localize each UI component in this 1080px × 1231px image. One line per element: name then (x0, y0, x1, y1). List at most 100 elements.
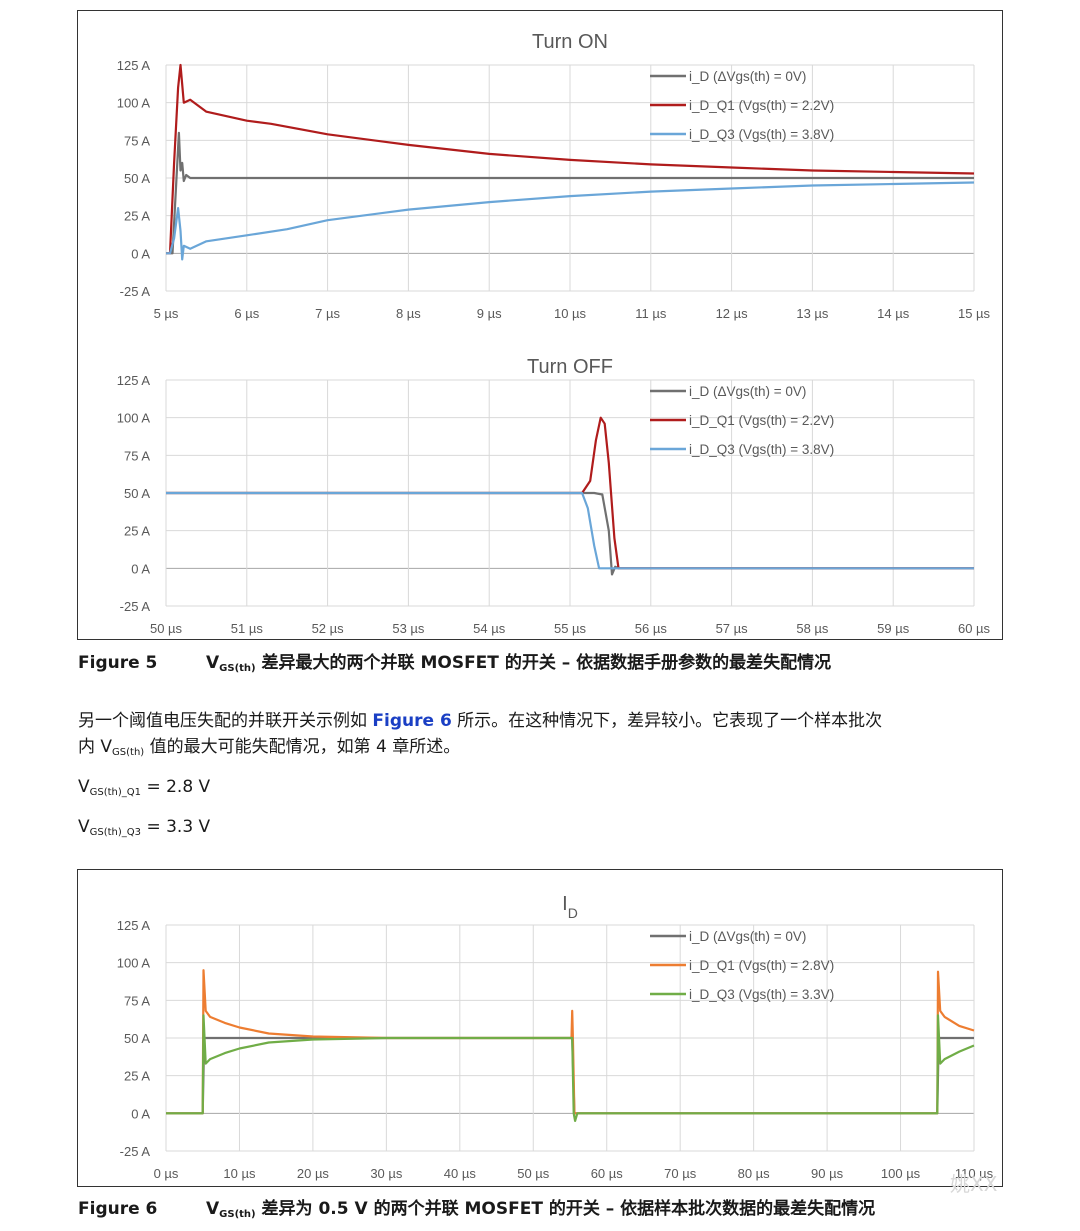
figure5-caption-text: 差异最大的两个并联 MOSFET 的开关 – 依据数据手册参数的最差失配情况 (255, 653, 832, 673)
x-tick-label: 80 µs (738, 1166, 771, 1181)
x-tick-label: 60 µs (591, 1166, 624, 1181)
y-tick-label: -25 A (120, 1144, 151, 1159)
x-tick-label: 10 µs (223, 1166, 256, 1181)
y-tick-label: -25 A (120, 284, 151, 299)
y-tick-label: 0 A (131, 246, 150, 261)
x-tick-label: 40 µs (444, 1166, 477, 1181)
x-tick-label: 9 µs (477, 306, 502, 321)
y-tick-label: 25 A (124, 524, 150, 539)
x-tick-label: 50 µs (517, 1166, 550, 1181)
paragraph-text: 值的最大可能失配情况，如第 4 章所述。 (144, 737, 461, 757)
paragraph-text: 所示。在这种情况下，差异较小。它表现了一个样本批次 (451, 711, 883, 731)
y-tick-label: 50 A (124, 486, 150, 501)
x-tick-label: 53 µs (392, 621, 425, 636)
x-tick-label: 7 µs (315, 306, 340, 321)
x-tick-label: 5 µs (154, 306, 179, 321)
paragraph-line-2: 内 VGS(th) 值的最大可能失配情况，如第 4 章所述。 (78, 734, 882, 766)
paragraph-line-1: 另一个阈值电压失配的并联开关示例如 Figure 6 所示。在这种情况下，差异较… (78, 708, 882, 734)
vq3-value: = 3.3 V (141, 817, 211, 837)
series-line-3 (166, 1014, 975, 1122)
vq1-v: V (78, 777, 90, 797)
x-tick-label: 12 µs (716, 306, 749, 321)
x-tick-label: 13 µs (796, 306, 829, 321)
x-tick-label: 11 µs (635, 306, 667, 321)
y-tick-label: 75 A (124, 993, 150, 1008)
chart-title: ID (562, 893, 578, 921)
x-tick-label: 52 µs (312, 621, 345, 636)
figure5-caption: Figure 5 VGS(th) 差异最大的两个并联 MOSFET 的开关 – 依… (78, 648, 831, 674)
y-tick-label: 100 A (117, 96, 151, 111)
legend-label: i_D_Q1 (Vgs(th) = 2.8V) (689, 958, 834, 973)
y-tick-label: 100 A (117, 411, 151, 426)
x-tick-label: 58 µs (796, 621, 829, 636)
vgs-q3-value: VGS(th)_Q3 = 3.3 V (78, 814, 210, 846)
y-tick-label: 125 A (117, 918, 151, 933)
turn-off-chart: Turn OFF 125 A 100 A 75 A 50 A 25 A 0 A -25 A 50… (117, 356, 991, 636)
paragraph-text: 内 V (78, 737, 113, 757)
caption-sub: GS(th) (219, 663, 256, 674)
y-tick-label: 50 A (124, 1031, 150, 1046)
vq3-sub: GS(th)_Q3 (89, 827, 142, 838)
caption-sub: GS(th) (219, 1209, 256, 1220)
figure6-caption-text: 差异为 0.5 V 的两个并联 MOSFET 的开关 – 依据样本批次数据的最差… (255, 1199, 876, 1219)
x-tick-label: 30 µs (370, 1166, 403, 1181)
y-tick-label: -25 A (120, 599, 151, 614)
series-line-2 (166, 63, 975, 255)
y-tick-label: 75 A (124, 448, 150, 463)
legend-label: i_D_Q3 (Vgs(th) = 3.3V) (689, 987, 834, 1002)
legend-label: i_D_Q1 (Vgs(th) = 2.2V) (689, 413, 834, 428)
x-tick-label: 56 µs (635, 621, 668, 636)
x-tick-label: 90 µs (811, 1166, 844, 1181)
watermark: 姚XX (950, 1172, 998, 1196)
x-tick-label: 10 µs (554, 306, 587, 321)
x-tick-label: 54 µs (473, 621, 506, 636)
series-line-3 (166, 491, 974, 570)
y-tick-label: 25 A (124, 1069, 150, 1084)
x-tick-label: 110 µs (955, 1166, 994, 1181)
vgs-q1-value: VGS(th)_Q1 = 2.8 V (78, 774, 210, 806)
legend-label: i_D (ΔVgs(th) = 0V) (689, 384, 806, 399)
x-tick-label: 70 µs (664, 1166, 697, 1181)
x-tick-label: 8 µs (396, 306, 421, 321)
turn-on-chart: Turn ON 125 A 100 A 75 A 50 A 25 A 0 A -25 A5 µ… (117, 31, 991, 321)
y-tick-label: 0 A (131, 1106, 150, 1121)
legend-label: i_D (ΔVgs(th) = 0V) (689, 929, 806, 944)
x-tick-label: 14 µs (877, 306, 910, 321)
figure6-link[interactable]: Figure 6 (372, 711, 452, 731)
caption-v: V (206, 653, 220, 673)
x-tick-label: 15 µs (958, 306, 991, 321)
figure6-label: Figure 6 (78, 1199, 158, 1219)
paragraph-sub: GS(th) (112, 747, 145, 758)
x-tick-label: 100 µs (881, 1166, 921, 1181)
chart-title: Turn ON (532, 31, 608, 53)
x-tick-label: 59 µs (877, 621, 910, 636)
vq3-v: V (78, 817, 90, 837)
body-paragraph: 另一个阈值电压失配的并联开关示例如 Figure 6 所示。在这种情况下，差异较… (78, 708, 882, 766)
y-tick-label: 50 A (124, 171, 150, 186)
x-tick-label: 6 µs (234, 306, 259, 321)
legend-label: i_D (ΔVgs(th) = 0V) (689, 69, 806, 84)
chart-title: Turn OFF (527, 356, 613, 378)
caption-v: V (206, 1199, 220, 1219)
y-tick-label: 125 A (117, 373, 151, 388)
series-line-3 (166, 181, 975, 261)
figure6-caption: Figure 6 VGS(th) 差异为 0.5 V 的两个并联 MOSFET 的… (78, 1194, 875, 1220)
x-tick-label: 20 µs (297, 1166, 330, 1181)
x-tick-label: 55 µs (554, 621, 587, 636)
figure5-label: Figure 5 (78, 653, 158, 673)
x-tick-label: 50 µs (150, 621, 183, 636)
y-tick-label: 25 A (124, 209, 150, 224)
x-tick-label: 57 µs (716, 621, 749, 636)
y-tick-label: 75 A (124, 133, 150, 148)
x-tick-label: 60 µs (958, 621, 991, 636)
y-tick-label: 100 A (117, 956, 151, 971)
x-tick-label: 0 µs (154, 1166, 179, 1181)
legend-label: i_D_Q3 (Vgs(th) = 3.8V) (689, 127, 834, 142)
series-line-1 (166, 131, 974, 255)
legend-label: i_D_Q1 (Vgs(th) = 2.2V) (689, 98, 834, 113)
vq1-sub: GS(th)_Q1 (89, 787, 142, 798)
vq1-value: = 2.8 V (141, 777, 211, 797)
y-tick-label: 125 A (117, 58, 151, 73)
x-tick-label: 51 µs (231, 621, 264, 636)
